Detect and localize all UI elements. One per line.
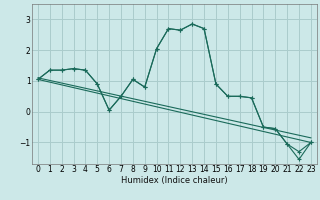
X-axis label: Humidex (Indice chaleur): Humidex (Indice chaleur): [121, 176, 228, 185]
